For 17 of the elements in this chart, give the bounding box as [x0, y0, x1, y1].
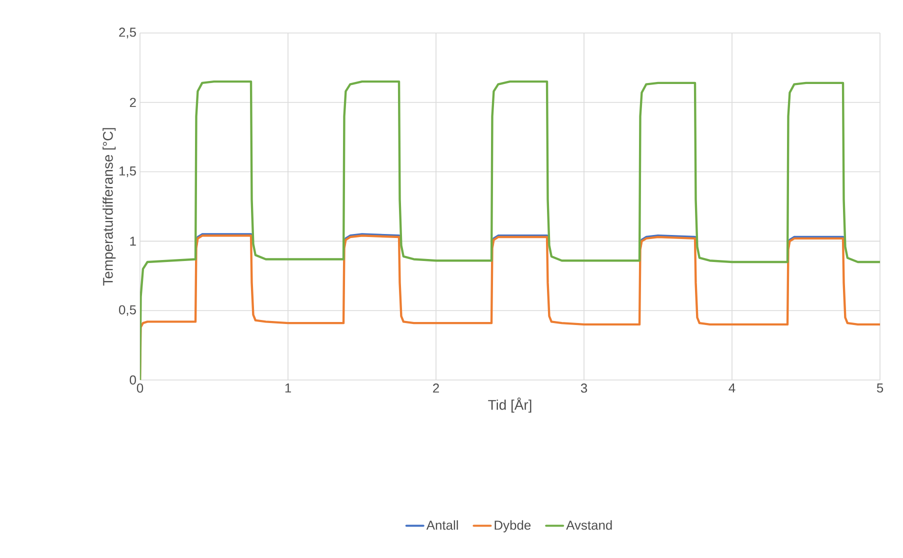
x-tick-label: 0 — [136, 384, 144, 393]
x-tick-label: 2 — [433, 384, 439, 393]
y-tick-label: 2,5 — [119, 28, 136, 38]
y-axis-title: Temperaturdifferanse [°C] — [102, 128, 116, 286]
legend-label: Avstand — [566, 520, 612, 530]
x-tick-label: 1 — [285, 384, 291, 392]
x-tick-label: 4 — [728, 384, 736, 392]
legend-label: Antall — [426, 520, 458, 530]
legend-label: Dybde — [494, 520, 531, 532]
x-tick-label: 5 — [876, 384, 884, 393]
x-tick-label: 3 — [580, 384, 588, 393]
y-tick-label: 1,5 — [119, 166, 136, 178]
y-tick-label: 0,5 — [118, 305, 136, 316]
y-tick-label: 1 — [130, 236, 136, 246]
y-tick-label: 2 — [130, 98, 136, 107]
y-tick-label: 0 — [130, 375, 136, 385]
x-axis-title: Tid [År] — [488, 398, 532, 413]
